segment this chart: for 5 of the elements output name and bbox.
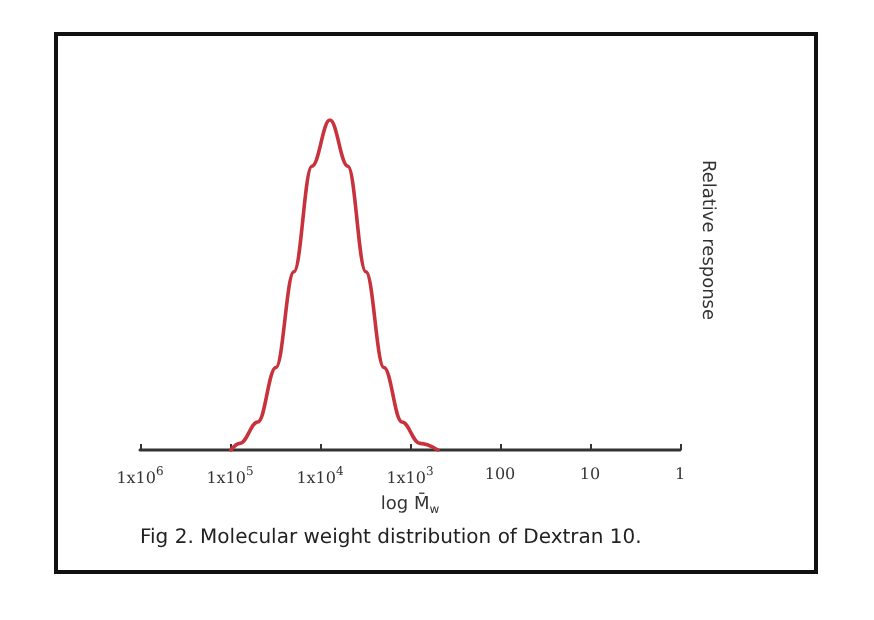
x-tick-label: 1 [674, 465, 686, 483]
caption: Fig 2. Molecular weight distribution of Dextran 10. [140, 527, 642, 549]
x-tick-label: 100 [484, 465, 516, 483]
y-axis-title: Relative response [697, 160, 717, 321]
x-tick-label: 10 [579, 465, 601, 483]
